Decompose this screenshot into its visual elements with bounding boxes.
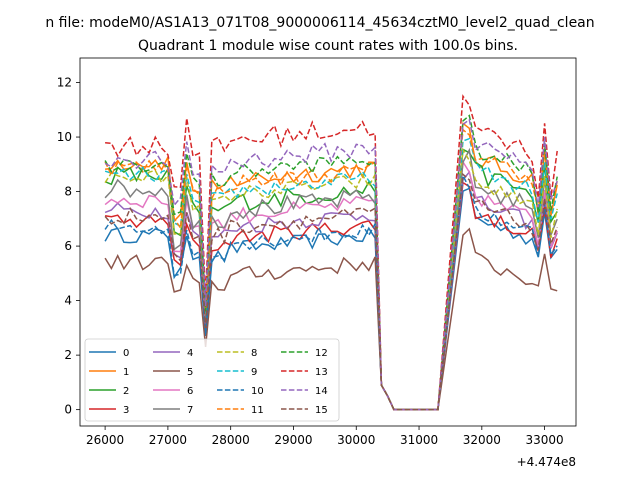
x-tick-label: 29000 <box>274 433 312 447</box>
x-offset-text: +4.474e8 <box>517 455 576 469</box>
series-line-15 <box>104 172 558 411</box>
legend-label-4: 4 <box>187 348 193 359</box>
legend-label-6: 6 <box>187 386 193 397</box>
legend-label-5: 5 <box>187 367 193 378</box>
y-tick-label: 4 <box>64 294 72 308</box>
series-line-8 <box>104 147 558 411</box>
series-line-10 <box>104 173 558 411</box>
x-tick-label: 31000 <box>400 433 438 447</box>
legend-label-12: 12 <box>315 348 328 359</box>
y-tick-label: 0 <box>64 403 72 417</box>
series-line-13 <box>105 94 558 411</box>
series-line-3 <box>104 181 558 411</box>
legend-label-11: 11 <box>251 405 264 416</box>
legend-label-7: 7 <box>187 405 193 416</box>
x-axis: 26000 27000 28000 29000 30000 31000 32000 33000 <box>86 426 564 447</box>
y-tick-label: 12 <box>57 76 72 90</box>
legend-label-3: 3 <box>123 405 129 416</box>
y-tick-label: 10 <box>57 130 72 144</box>
legend-label-9: 9 <box>251 367 257 378</box>
y-tick-label: 6 <box>64 239 72 253</box>
legend-box <box>84 338 340 422</box>
plot-frame <box>79 57 577 427</box>
x-tick-label: 26000 <box>86 433 124 447</box>
series-line-14 <box>104 118 558 411</box>
legend-label-0: 0 <box>123 348 129 359</box>
legend-label-8: 8 <box>251 348 257 359</box>
legend-label-15: 15 <box>315 405 328 416</box>
series-line-5 <box>104 227 558 411</box>
legend-label-10: 10 <box>251 386 264 397</box>
y-axis: 0 2 4 6 8 10 12 <box>57 76 80 417</box>
series-line-11 <box>104 128 558 411</box>
x-tick-label: 27000 <box>149 433 187 447</box>
series-line-12 <box>104 114 558 411</box>
legend-label-14: 14 <box>315 386 328 397</box>
x-tick-label: 33000 <box>526 433 564 447</box>
chart-title: Quadrant 1 module wise count rates with … <box>138 38 518 54</box>
legend-label-13: 13 <box>315 367 328 378</box>
x-tick-label: 28000 <box>212 433 250 447</box>
legend-label-1: 1 <box>123 367 129 378</box>
plot-lines <box>104 94 558 411</box>
y-tick-label: 8 <box>64 185 72 199</box>
figure-suptitle: n file: modeM0/AS1A13_071T08_9000006114_… <box>45 15 594 31</box>
legend-label-2: 2 <box>123 386 129 397</box>
y-tick-label: 2 <box>64 348 72 362</box>
x-tick-label: 30000 <box>337 433 375 447</box>
x-tick-label: 32000 <box>463 433 501 447</box>
